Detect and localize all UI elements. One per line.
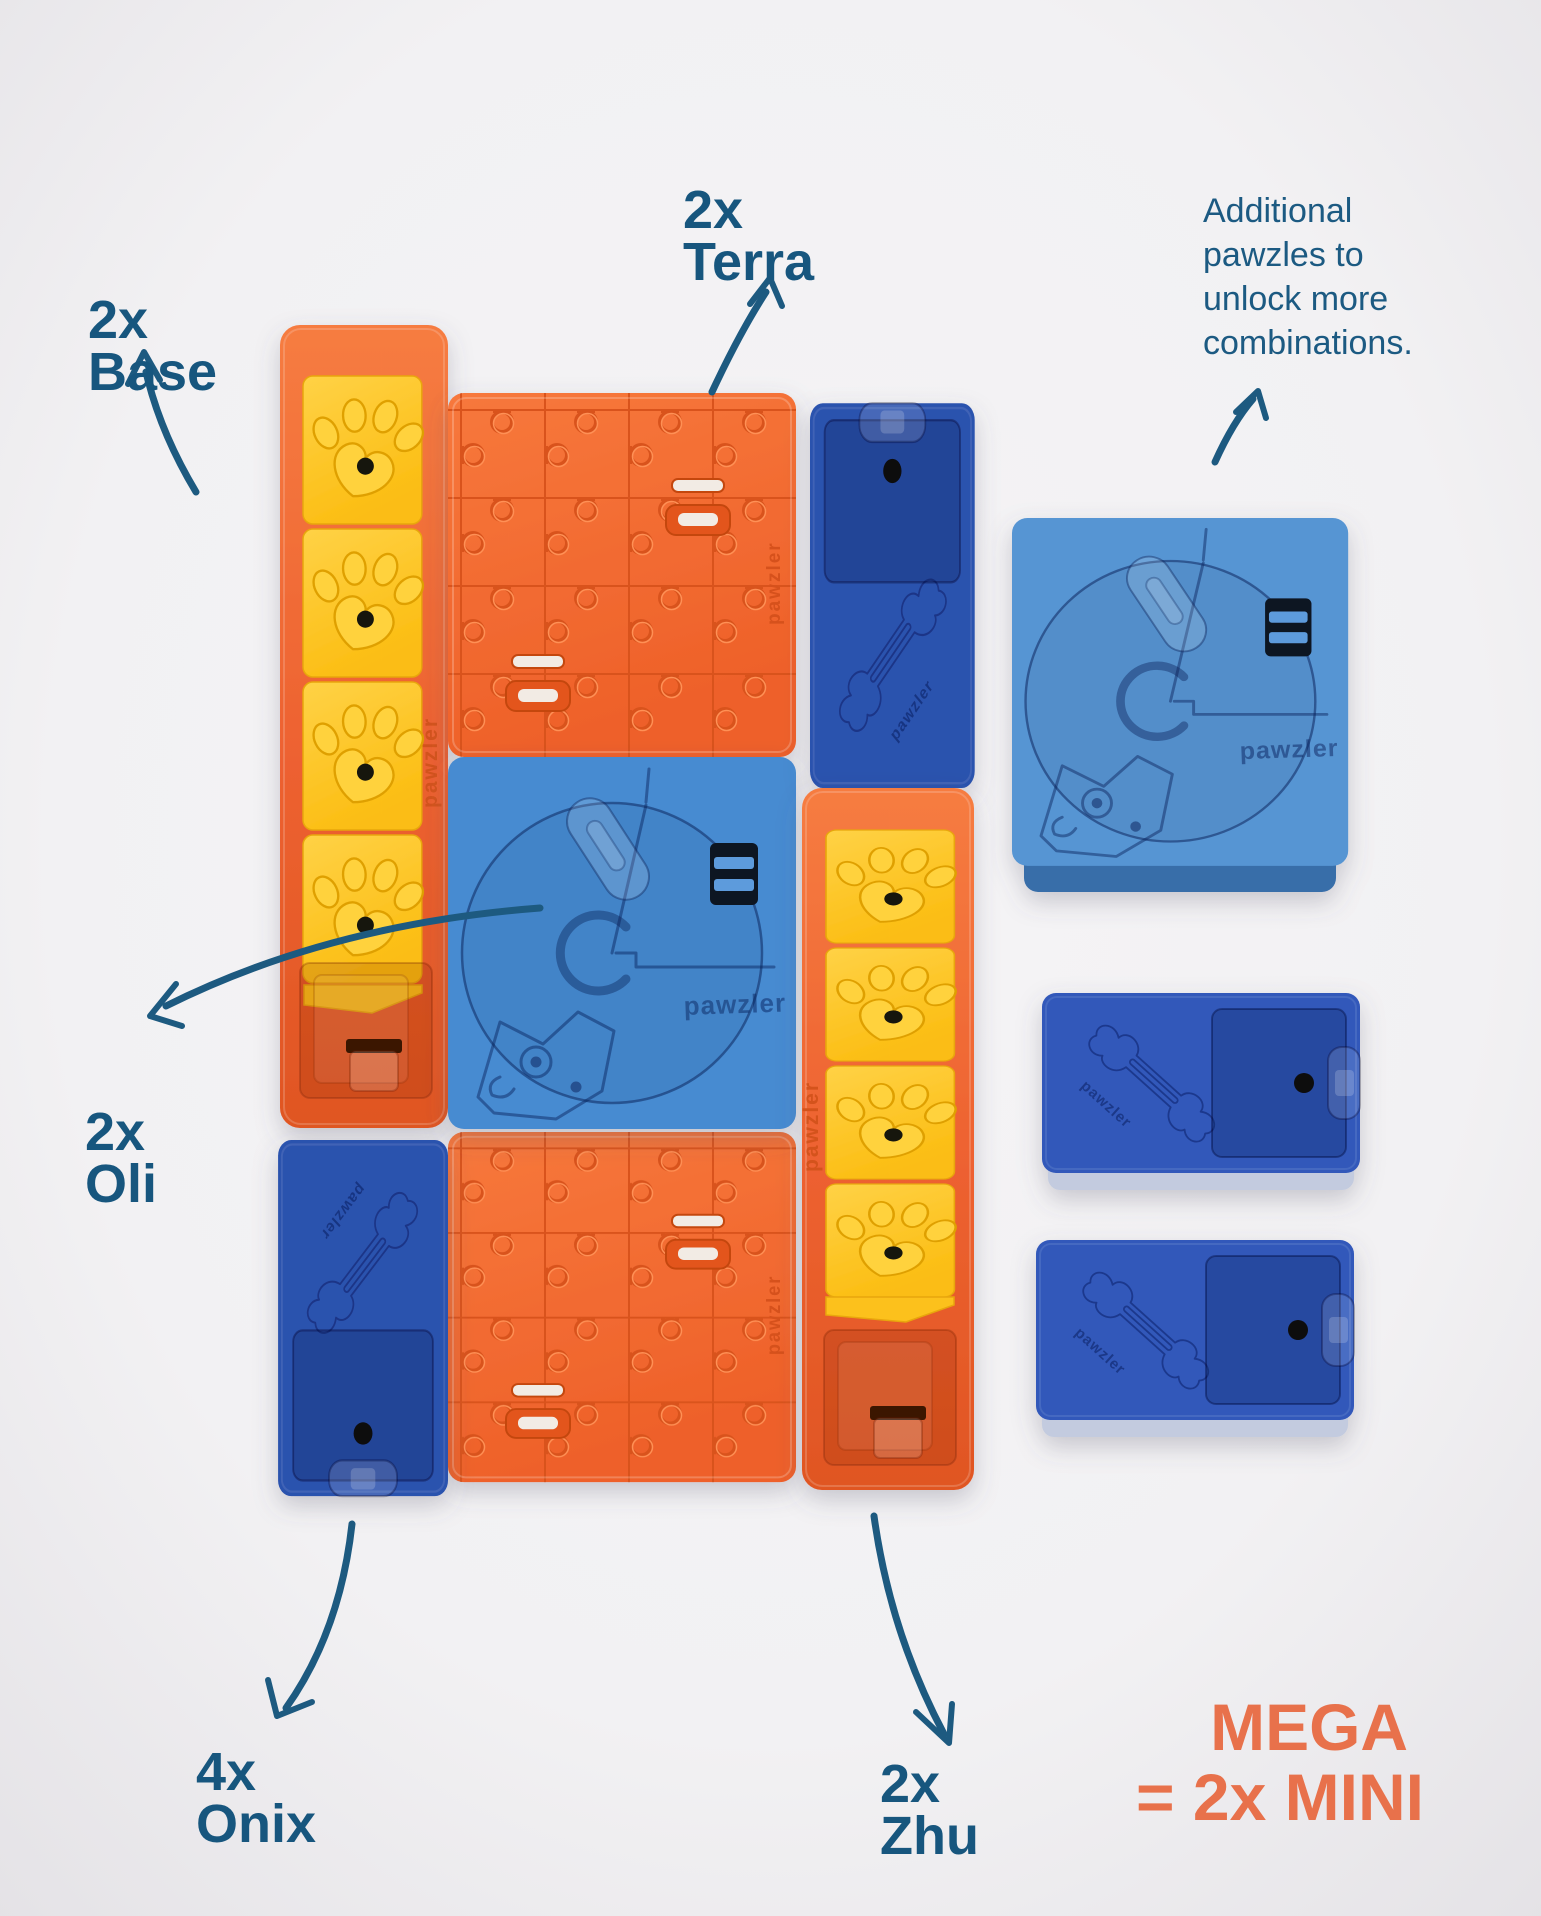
arrow-base (125, 349, 200, 496)
arrow-onix (265, 1520, 356, 1719)
piece-base-left: pawzler (280, 325, 448, 1128)
piece-oli-center (448, 757, 796, 1129)
arrow-terra (708, 275, 785, 396)
label-terra: 2x Terra (683, 180, 815, 292)
piece-onix-extra-1 (1042, 993, 1360, 1190)
piece-terra-top (447, 392, 797, 758)
piece-onix-bottom-left (278, 1140, 448, 1496)
piece-terra-bottom (447, 1131, 797, 1484)
zhu-flap (825, 1296, 955, 1323)
piece-base-right: pawzler (800, 788, 974, 1490)
arrow-zhu (870, 1512, 955, 1746)
label-mega-equation: MEGA = 2x MINI (1136, 1690, 1424, 1834)
arrow-additional (1211, 388, 1269, 466)
piece-onix-extra-2 (1036, 1240, 1354, 1437)
additional-note: Additional pawzles to unlock more combin… (1203, 192, 1413, 362)
piece-onix-top-right (810, 403, 975, 788)
brand-logo: pawzler (419, 717, 442, 808)
label-base: 2x Base (88, 290, 217, 402)
label-zhu: 2x Zhu (880, 1754, 979, 1866)
label-onix: 4x Onix (196, 1742, 316, 1854)
arrow-oli (147, 904, 544, 1029)
piece-oli-extra (1012, 518, 1348, 892)
brand-logo: pawzler (800, 1081, 823, 1172)
label-oli: 2x Oli (85, 1102, 160, 1214)
